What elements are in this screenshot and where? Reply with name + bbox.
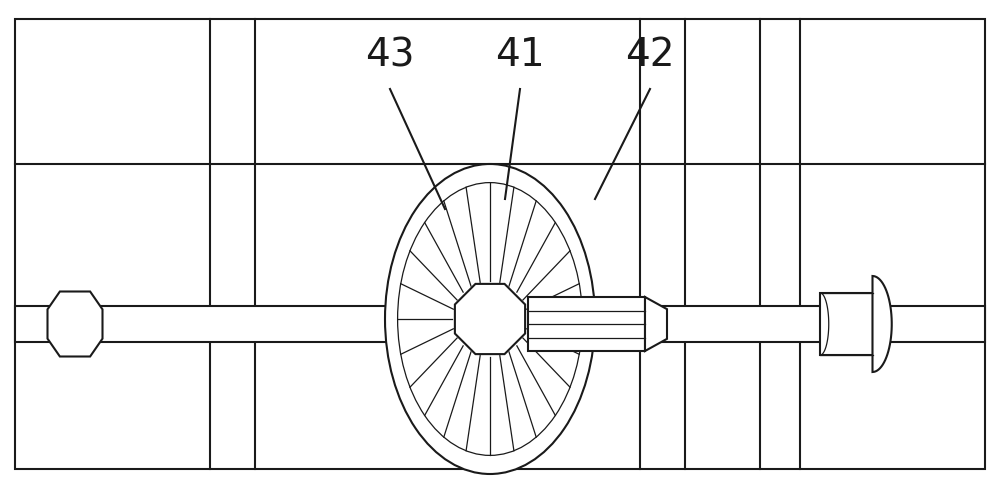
Text: 42: 42: [625, 36, 675, 74]
Text: 41: 41: [495, 36, 545, 74]
Polygon shape: [15, 20, 985, 469]
Polygon shape: [872, 276, 892, 372]
Polygon shape: [820, 293, 872, 355]
Polygon shape: [455, 284, 525, 354]
Polygon shape: [528, 297, 645, 351]
Ellipse shape: [385, 165, 595, 474]
Polygon shape: [645, 297, 667, 351]
Polygon shape: [15, 306, 415, 342]
Polygon shape: [48, 292, 103, 357]
Text: 43: 43: [365, 36, 415, 74]
Polygon shape: [560, 306, 985, 342]
